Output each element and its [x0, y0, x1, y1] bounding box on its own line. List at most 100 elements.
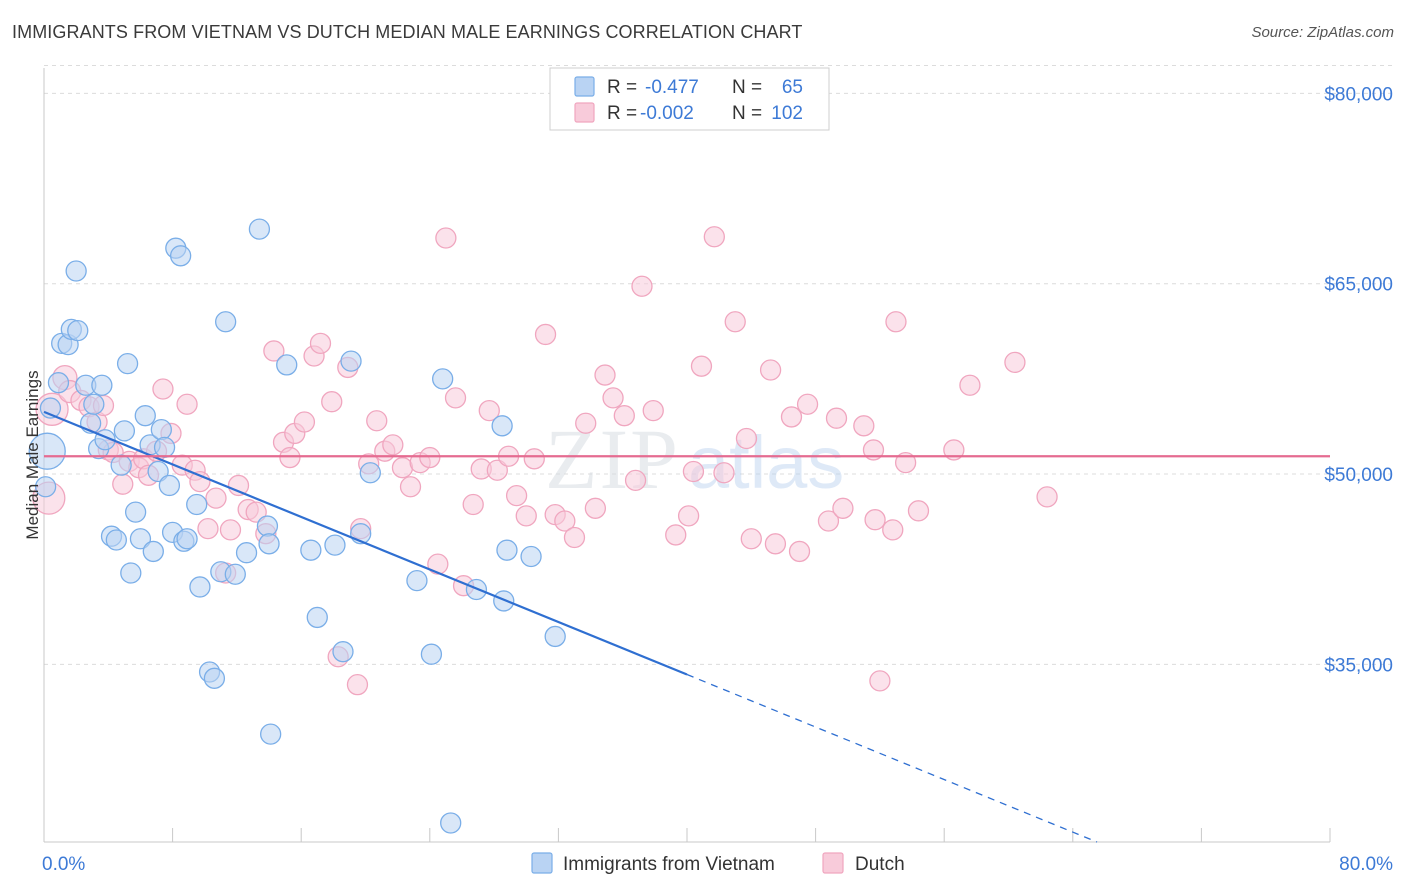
vietnam-point-50: [332, 641, 354, 663]
dutch-point-88: [817, 510, 840, 532]
dutch-point-30: [263, 340, 285, 362]
stats-legend: R = -0.477 N = 65 R = -0.002 N = 102: [549, 67, 830, 131]
vietnam-point-43: [256, 515, 279, 537]
bottom-legend-label-vietnam: Immigrants from Vietnam: [563, 854, 775, 875]
dutch-point-80: [724, 311, 746, 333]
dutch-point-57: [486, 459, 508, 481]
dutch-point-73: [642, 399, 664, 422]
legend-n-value-dutch: 102: [771, 103, 803, 124]
x-tick-label-max: 80.0%: [1339, 854, 1393, 875]
dutch-point-90: [832, 497, 854, 519]
dutch-point-34: [293, 411, 316, 433]
dutch-point-77: [690, 355, 713, 377]
dutch-point-40: [346, 674, 369, 696]
dutch-point-75: [677, 505, 700, 527]
dutch-point-89: [825, 407, 848, 429]
vietnam-point-35: [189, 576, 211, 598]
dutch-point-102: [862, 439, 885, 461]
bottom-legend-label-dutch: Dutch: [855, 854, 905, 875]
dutch-point-95: [885, 311, 907, 333]
vietnam-point-16: [110, 454, 132, 476]
dutch-point-59: [505, 484, 528, 507]
dutch-point-32: [279, 446, 301, 469]
dutch-point-76: [682, 460, 705, 483]
vietnam-point-45: [260, 723, 282, 745]
dutch-point-52: [444, 387, 467, 409]
watermark-zip: ZIP: [545, 411, 680, 507]
vietnam-point-51: [340, 350, 362, 372]
vietnam-point-42: [248, 218, 271, 240]
dutch-point-64: [554, 510, 576, 532]
vietnam-point-57: [440, 812, 462, 834]
stats-legend-box: [549, 67, 830, 131]
vietnam-point-0: [28, 432, 66, 470]
dutch-point-82: [740, 528, 762, 550]
dutch-point-36: [309, 332, 332, 354]
dutch-point-16: [152, 378, 174, 400]
dutch-point-69: [602, 387, 624, 409]
vietnam-point-34: [186, 493, 208, 516]
y-tick-label-2: $65,000: [1324, 275, 1393, 296]
legend-n-value-vietnam: 65: [782, 77, 803, 98]
dutch-point-94: [869, 670, 891, 692]
dutch-point-60: [515, 505, 537, 527]
series-legend: Immigrants from Vietnam Dutch: [531, 852, 905, 875]
dutch-point-100: [1004, 351, 1026, 374]
dutch-point-47: [399, 476, 422, 498]
vietnam-point-47: [300, 539, 322, 561]
series-vietnam: [28, 218, 566, 834]
vietnam-point-64: [34, 476, 57, 498]
dutch-point-72: [631, 275, 653, 297]
vietnam-point-39: [214, 311, 237, 333]
vietnam-point-55: [420, 643, 443, 665]
dutch-point-46: [391, 457, 414, 479]
dutch-point-28: [245, 501, 267, 523]
vietnam-point-12: [91, 374, 113, 396]
vietnam-point-21: [129, 528, 152, 550]
vietnam-point-2: [47, 372, 70, 394]
legend-n-label-dutch: N =: [732, 103, 762, 124]
dutch-point-23: [205, 487, 227, 509]
vietnam-point-18: [116, 352, 139, 375]
dutch-point-71: [624, 469, 647, 492]
dutch-point-78: [703, 226, 725, 248]
watermark: ZIP atlas: [545, 411, 844, 507]
vietnam-point-28: [158, 474, 181, 497]
dutch-point-22: [197, 517, 219, 540]
dutch-point-68: [594, 364, 616, 386]
vietnam-point-25: [147, 460, 169, 483]
vietnam-point-53: [359, 462, 381, 484]
vietnam-point-44: [258, 533, 280, 555]
bottom-legend-swatch-vietnam: [531, 852, 553, 874]
vietnam-point-62: [520, 545, 542, 568]
legend-swatch-vietnam: [574, 76, 595, 97]
dutch-point-65: [563, 526, 586, 549]
dutch-point-87: [796, 393, 819, 415]
vietnam-point-22: [134, 405, 156, 427]
dutch-point-10: [112, 473, 134, 495]
vietnam-point-17: [113, 420, 136, 442]
vietnam-point-31: [169, 245, 192, 267]
dutch-point-19: [176, 393, 198, 415]
dutch-point-43: [366, 410, 388, 432]
vietnam-point-24: [142, 540, 164, 563]
axes: [43, 68, 1331, 843]
dutch-point-81: [735, 427, 758, 450]
vietnam-point-6: [67, 320, 89, 342]
vietnam-point-19: [120, 562, 142, 584]
vietnam-point-63: [544, 625, 566, 648]
legend-n-label-vietnam: N =: [732, 77, 762, 98]
vietnam-point-10: [83, 393, 105, 415]
legend-r-value-dutch: -0.002: [640, 103, 694, 124]
dutch-point-74: [665, 524, 687, 546]
bottom-legend-swatch-dutch: [822, 852, 844, 874]
vietnam-point-54: [406, 569, 428, 592]
dutch-point-99: [959, 374, 981, 396]
dutch-point-101: [1036, 486, 1058, 508]
vietnam-point-46: [276, 354, 298, 376]
dutch-point-93: [882, 519, 904, 541]
vietnam-point-27: [153, 436, 176, 459]
dutch-point-25: [219, 519, 242, 541]
trend-line-vietnam-extension: [686, 673, 1098, 843]
